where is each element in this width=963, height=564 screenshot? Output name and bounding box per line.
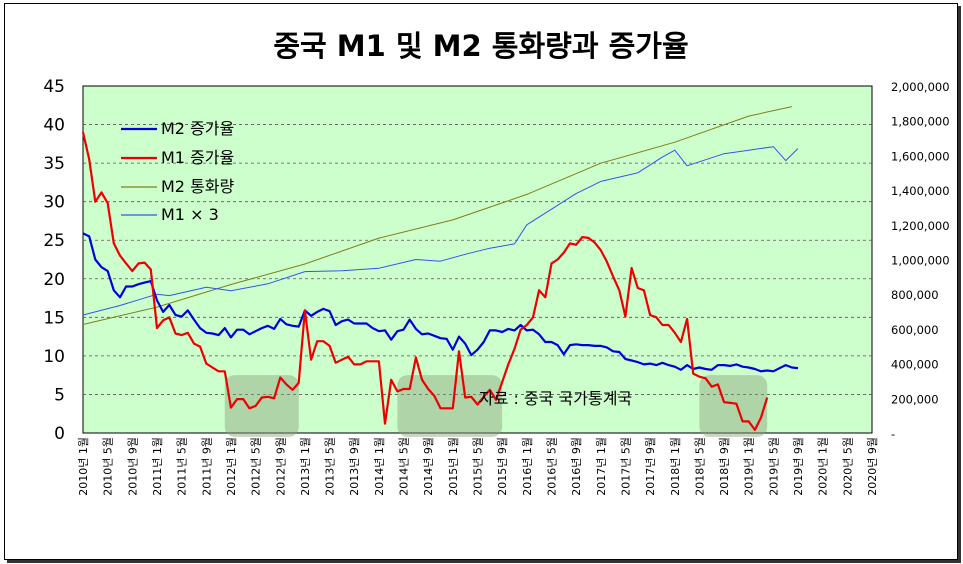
x-tick-label: 2017년 1월 (595, 437, 608, 496)
series-line-0 (82, 232, 799, 373)
x-tick-label: 2016년 1월 (521, 437, 534, 496)
shaded-period (699, 375, 768, 437)
x-tick-label: 2020년 5월 (841, 437, 854, 496)
right-tick-label: 800,000 (891, 288, 939, 302)
left-tick-label: 15 (43, 308, 65, 328)
legend-label-m1-growth: M1 증가율 (161, 148, 234, 167)
right-tick-label: 1,400,000 (891, 184, 950, 198)
x-tick-label: 2017년 5월 (619, 437, 632, 496)
x-tick-label: 2016년 5월 (546, 437, 559, 496)
legend-label-m2-growth: M2 증가율 (161, 119, 234, 138)
series-lines (81, 106, 799, 431)
series-line-3 (82, 146, 799, 316)
x-tick-label: 2015년 5월 (472, 437, 485, 496)
right-tick-label: 2,000,000 (891, 80, 950, 94)
series-line-2 (82, 106, 793, 325)
x-tick-label: 2013년 5월 (324, 437, 337, 496)
chart-frame: 중국 M1 및 M2 통화량과 증가율 0 5 10 15 20 25 30 35 40 45 -… (4, 3, 958, 560)
x-tick-label: 2020년 1월 (817, 437, 830, 496)
left-axis-ticks: 0 5 10 15 20 25 30 35 40 45 (43, 77, 65, 444)
x-tick-label: 2015년 9월 (496, 437, 509, 496)
left-tick-label: 35 (43, 154, 65, 174)
right-tick-label: 1,000,000 (891, 254, 950, 268)
right-tick-label: 1,200,000 (891, 219, 950, 233)
left-tick-label: 25 (43, 231, 65, 251)
x-tick-label: 2011년 9월 (200, 437, 213, 496)
x-tick-label: 2013년 1월 (299, 437, 312, 496)
left-tick-label: 0 (54, 424, 65, 444)
x-tick-label: 2010년 5월 (102, 437, 115, 496)
left-tick-label: 40 (43, 116, 65, 136)
x-tick-label: 2016년 9월 (570, 437, 583, 496)
series-line-1 (81, 132, 769, 431)
right-tick-label: - (891, 427, 895, 441)
x-tick-label: 2017년 9월 (644, 437, 657, 496)
left-tick-label: 5 (54, 385, 65, 405)
left-tick-label: 30 (43, 193, 65, 213)
x-tick-label: 2015년 1월 (447, 437, 460, 496)
right-axis-ticks: - 200,000 400,000 600,000 800,000 1,000,000 1,… (891, 80, 950, 441)
shaded-period (224, 375, 299, 437)
x-tick-label: 2018년 1월 (669, 437, 682, 496)
shaded-periods (224, 375, 768, 437)
x-tick-label: 2011년 1월 (151, 437, 164, 496)
legend-label-m1x3: M1 × 3 (161, 205, 219, 224)
x-tick-label: 2018년 5월 (693, 437, 706, 496)
x-tick-label: 2014년 5월 (398, 437, 411, 496)
x-tick-label: 2014년 9월 (422, 437, 435, 496)
line-chart: 중국 M1 및 M2 통화량과 증가율 0 5 10 15 20 25 30 35 40 45 -… (43, 29, 950, 496)
x-tick-label: 2019년 5월 (767, 437, 780, 496)
x-tick-label: 2011년 5월 (176, 437, 189, 496)
x-tick-label: 2012년 9월 (274, 437, 287, 496)
left-tick-label: 10 (43, 347, 65, 367)
x-tick-label: 2018년 9월 (718, 437, 731, 496)
x-tick-label: 2019년 9월 (792, 437, 805, 496)
legend-label-m2-volume: M2 통화량 (161, 177, 235, 196)
right-tick-label: 400,000 (891, 358, 939, 372)
x-tick-label: 2012년 1월 (225, 437, 238, 496)
x-tick-label: 2013년 9월 (348, 437, 361, 496)
source-note: 자료 : 중국 국가통계국 (479, 389, 632, 408)
x-tick-label: 2020년 9월 (866, 437, 879, 496)
shaded-period (397, 375, 503, 437)
x-tick-label: 2014년 1월 (373, 437, 386, 496)
right-tick-label: 200,000 (891, 392, 939, 406)
x-tick-label: 2012년 5월 (250, 437, 263, 496)
right-tick-label: 1,600,000 (891, 149, 950, 163)
x-tick-label: 2010년 9월 (126, 437, 139, 496)
chart-title: 중국 M1 및 M2 통화량과 증가율 (273, 29, 688, 63)
right-tick-label: 600,000 (891, 323, 939, 337)
legend: M2 증가율 M1 증가율 M2 통화량 M1 × 3 (121, 119, 235, 224)
left-tick-label: 20 (43, 270, 65, 290)
right-tick-label: 1,800,000 (891, 115, 950, 129)
plot-area (82, 85, 873, 434)
left-tick-label: 45 (43, 77, 65, 97)
x-tick-label: 2019년 1월 (743, 437, 756, 496)
x-axis-ticks: 2010년 1월 2010년 5월 2010년 9월 2011년 1월 2011년 5월… (77, 437, 879, 496)
x-tick-label: 2010년 1월 (77, 437, 90, 496)
